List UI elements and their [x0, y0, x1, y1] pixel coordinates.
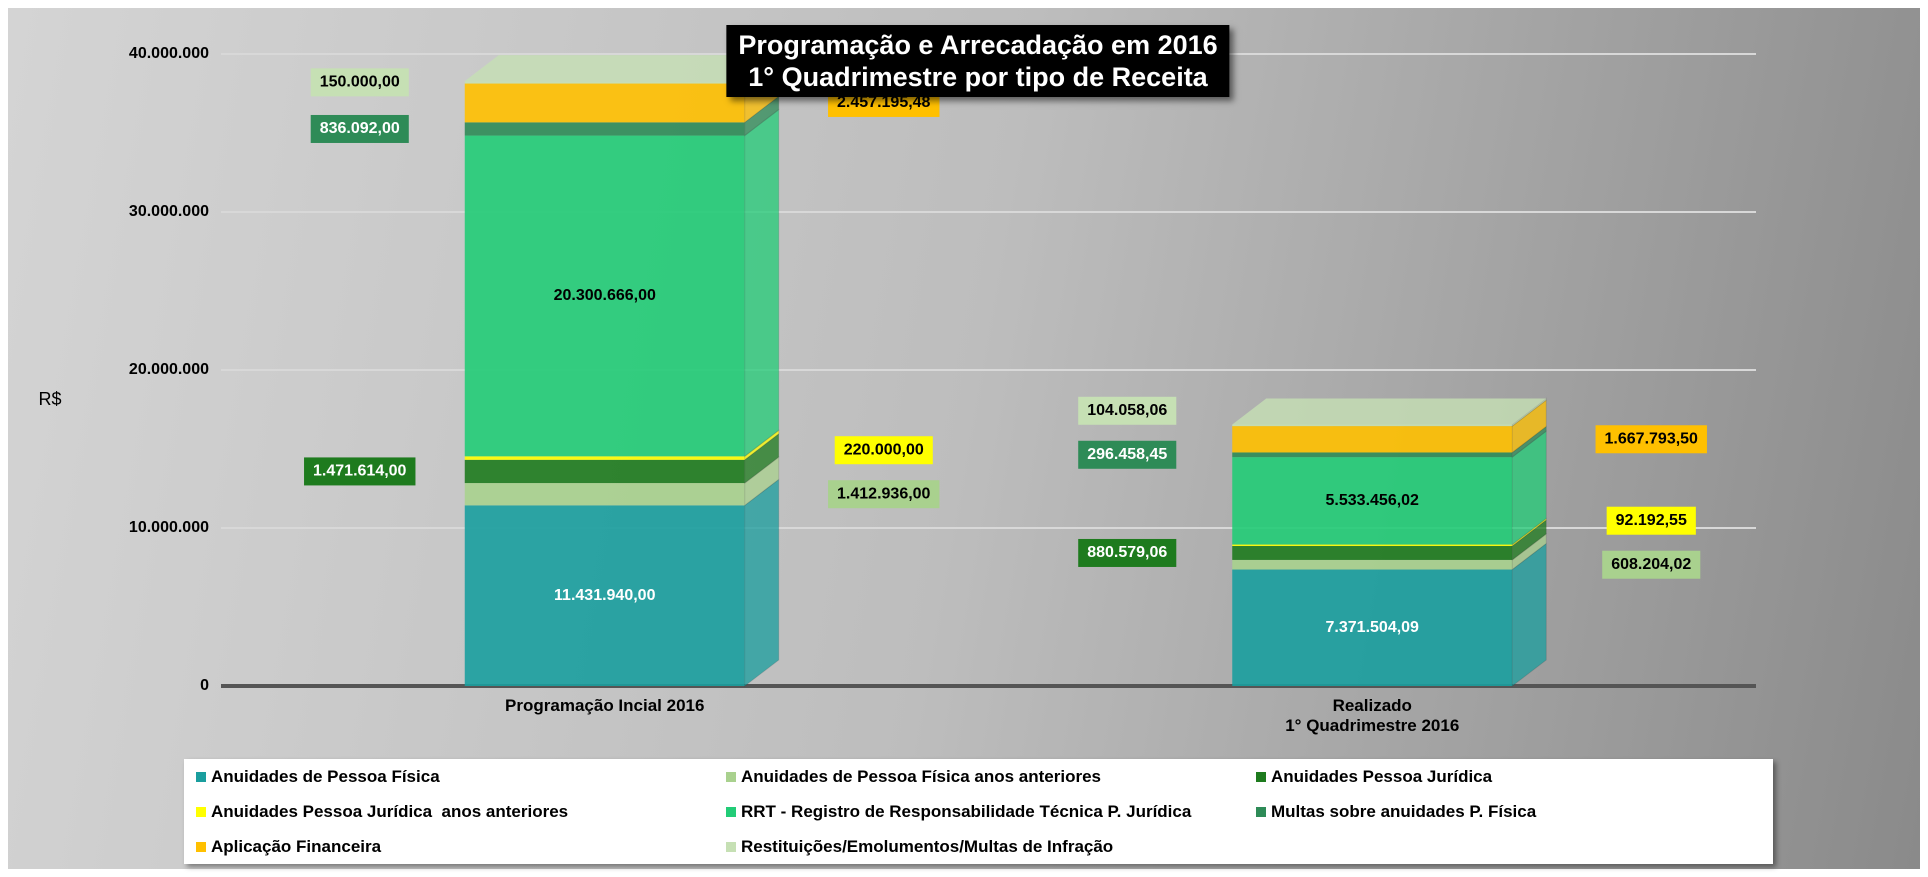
chart-title: Programação e Arrecadação em 2016 1° Qua…	[726, 25, 1230, 97]
bar-side	[744, 108, 780, 458]
value-label: 11.431.940,00	[554, 587, 656, 604]
label-bg	[304, 457, 416, 486]
label-bg	[310, 68, 409, 97]
y-tick-label: 10.000.000	[129, 519, 209, 536]
label-bg	[310, 114, 409, 143]
value-label: 296.458,45	[1087, 446, 1167, 463]
legend-swatch	[196, 806, 206, 817]
legend-swatch	[726, 841, 736, 852]
value-label: 7.371.504,09	[1326, 619, 1420, 636]
bar	[464, 483, 745, 506]
bar-side	[744, 478, 780, 688]
value-label: 92.192,55	[1616, 512, 1687, 529]
legend-label: Anuidades de Pessoa Física anos anterior…	[741, 766, 1101, 786]
value-label-box: 608.204,02	[1602, 550, 1701, 579]
y-tick-label: 40.000.000	[129, 45, 209, 62]
value-label: 608.204,02	[1611, 556, 1691, 573]
label-bg	[834, 436, 933, 465]
bar	[1232, 424, 1513, 427]
bar-side	[744, 456, 780, 507]
legend-item: Anuidades de Pessoa Física anos anterior…	[714, 767, 1244, 787]
bar-top	[464, 55, 779, 82]
bar	[1232, 569, 1513, 686]
value-label: 1.667.793,50	[1605, 430, 1699, 447]
value-label: 20.300.666,00	[554, 287, 656, 304]
value-label-box: 1.471.614,00	[304, 457, 416, 486]
bar	[464, 122, 745, 136]
legend-swatch	[196, 841, 206, 852]
value-label: 220.000,00	[844, 441, 924, 458]
bar	[464, 459, 745, 484]
label-bg	[1078, 396, 1177, 425]
legend-swatch	[1256, 806, 1266, 817]
y-tick-label: 0	[200, 677, 209, 694]
legend-swatch	[1256, 771, 1266, 782]
legend-swatch	[196, 771, 206, 782]
legend: Anuidades de Pessoa Física Anuidades de P…	[184, 759, 1773, 864]
value-label: 880.579,06	[1087, 544, 1167, 561]
legend-label: Anuidades de Pessoa Física	[211, 766, 440, 786]
value-label-box: 836.092,00	[310, 114, 409, 143]
legend-swatch	[726, 771, 736, 782]
legend-item: Anuidades de Pessoa Física	[184, 767, 714, 787]
legend-item: RRT - Registro de Responsabilidade Técni…	[714, 802, 1244, 822]
value-label: 836.092,00	[320, 120, 400, 137]
legend-item: Multas sobre anuidades P. Física	[1244, 802, 1773, 822]
label-bg	[1595, 425, 1707, 454]
legend-label: Anuidades Pessoa Jurídica	[1271, 766, 1493, 786]
bar	[1232, 452, 1513, 458]
label-bg	[1078, 440, 1177, 469]
x-tick-label: Realizado 1° Quadrimestre 2016	[1285, 696, 1460, 735]
legend-swatch	[726, 806, 736, 817]
legend-label: Restituições/Emolumentos/Multas de Infra…	[741, 836, 1114, 856]
y-tick-label: 20.000.000	[129, 361, 209, 378]
bar	[1232, 559, 1513, 570]
y-tick-label: 30.000.000	[129, 203, 209, 220]
value-label: 5.533.456,02	[1326, 492, 1420, 509]
y-axis-label: R$	[38, 389, 61, 409]
value-label: 150.000,00	[320, 74, 400, 91]
value-label-box: 104.058,06	[1078, 396, 1177, 425]
value-label: 1.471.614,00	[313, 463, 407, 480]
legend-item: Anuidades Pessoa Jurídica	[1244, 767, 1773, 787]
value-label: 2.457.195,48	[837, 94, 931, 111]
legend-label: Aplicação Financeira	[211, 836, 382, 856]
value-label: 1.412.936,00	[837, 485, 931, 502]
value-label-box: 880.579,06	[1078, 538, 1177, 567]
bar-side	[744, 429, 780, 461]
legend-item: Restituições/Emolumentos/Multas de Infra…	[714, 837, 1244, 857]
bar	[1232, 457, 1513, 545]
value-label-box: 1.667.793,50	[1595, 425, 1707, 454]
label-bg	[828, 480, 940, 509]
legend-item: Anuidades Pessoa Jurídica anos anteriore…	[184, 802, 714, 822]
bar	[464, 81, 745, 84]
x-tick-label: Programação Incial 2016	[505, 696, 705, 715]
legend-label: Anuidades Pessoa Jurídica anos anteriore…	[211, 801, 569, 821]
bar	[464, 83, 745, 123]
legend-item: Aplicação Financeira	[184, 837, 714, 857]
label-bg	[1606, 506, 1696, 535]
bar	[464, 135, 745, 457]
bar-top	[1232, 398, 1547, 425]
bar	[1232, 544, 1513, 547]
label-bg	[1602, 550, 1701, 579]
value-label: 104.058,06	[1087, 402, 1167, 419]
bar	[464, 505, 745, 686]
bar	[464, 456, 745, 460]
legend-label: Multas sobre anuidades P. Física	[1271, 801, 1537, 821]
legend-label: RRT - Registro de Responsabilidade Técni…	[741, 801, 1192, 821]
label-bg	[1078, 538, 1177, 567]
value-label-box: 220.000,00	[834, 436, 933, 465]
value-label-box: 92.192,55	[1606, 506, 1696, 535]
value-label-box: 1.412.936,00	[828, 480, 940, 509]
bar-side	[744, 95, 780, 137]
bar-side	[744, 432, 780, 485]
bar	[1232, 426, 1513, 453]
bar	[1232, 546, 1513, 560]
value-label-box: 296.458,45	[1078, 440, 1177, 469]
value-label-box: 150.000,00	[310, 68, 409, 97]
